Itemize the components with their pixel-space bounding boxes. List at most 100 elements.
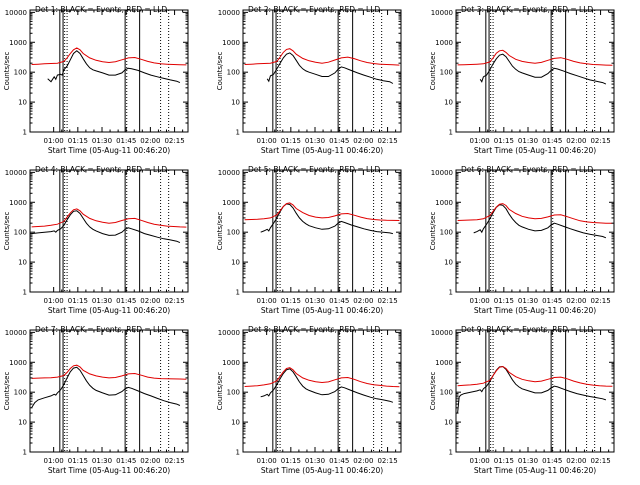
x-tick-label: 01:00 [257, 137, 277, 145]
x-tick-label: 02:00 [566, 137, 586, 145]
x-tick-label: 01:00 [470, 137, 490, 145]
x-tick-label: 01:30 [518, 297, 538, 305]
panel-det-5: 1 10 100 1000 10000 01:00 01:15 01:30 01:45 02:00… [216, 165, 402, 315]
x-tick-label: 01:45 [329, 137, 349, 145]
series-line-lld [244, 202, 400, 221]
x-tick-label: 01:15 [68, 457, 88, 465]
x-axis-label: Start Time (05-Aug-11 00:46:20) [48, 466, 170, 475]
x-axis-label: Start Time (05-Aug-11 00:46:20) [261, 146, 383, 155]
series-line-events [47, 50, 181, 84]
x-tick-label: 01:00 [44, 457, 64, 465]
y-tick-label: 10 [18, 259, 27, 267]
x-tick-label: 02:00 [353, 137, 373, 145]
x-tick-label: 02:15 [377, 137, 397, 145]
y-tick-label: 1 [236, 449, 240, 457]
series-line-lld [31, 208, 187, 228]
y-tick-label: 10 [444, 99, 453, 107]
x-tick-label: 01:45 [542, 297, 562, 305]
panel-frame [455, 169, 615, 293]
x-tick-label: 02:15 [377, 297, 397, 305]
y-axis-label: Counts/sec [216, 52, 224, 91]
y-tick-label: 100 [227, 229, 240, 237]
y-tick-label: 100 [440, 69, 453, 77]
series-line-events [260, 203, 394, 235]
y-tick-label: 1 [449, 449, 453, 457]
panel-title: Det 5: BLACK = Events, RED = LLD [248, 165, 380, 174]
x-tick-label: 02:00 [566, 297, 586, 305]
y-axis-label: Counts/sec [429, 372, 437, 411]
x-tick-label: 01:45 [542, 137, 562, 145]
y-tick-label: 10000 [5, 329, 27, 337]
panel-frame [455, 9, 615, 133]
x-tick-label: 01:30 [518, 137, 538, 145]
x-tick-label: 01:00 [257, 297, 277, 305]
y-tick-label: 1 [236, 129, 240, 137]
x-axis-label: Start Time (05-Aug-11 00:46:20) [261, 466, 383, 475]
y-tick-label: 1000 [222, 359, 240, 367]
y-tick-label: 100 [14, 389, 27, 397]
series-line-events [260, 368, 394, 403]
x-tick-label: 01:30 [305, 297, 325, 305]
y-tick-label: 1 [236, 289, 240, 297]
x-tick-label: 01:15 [281, 297, 301, 305]
panel-det-9: 1 10 100 1000 10000 01:00 01:15 01:30 01:45 02:00… [429, 325, 615, 475]
y-axis-label: Counts/sec [3, 212, 11, 251]
panel-det-3: 1 10 100 1000 10000 01:00 01:15 01:30 01:45 02:00… [429, 5, 615, 155]
y-axis-label: Counts/sec [429, 52, 437, 91]
y-tick-label: 10 [231, 99, 240, 107]
panel-frame [242, 9, 402, 133]
x-tick-label: 02:00 [140, 297, 160, 305]
y-tick-label: 1000 [222, 39, 240, 47]
y-tick-label: 100 [227, 69, 240, 77]
y-tick-label: 10000 [431, 329, 453, 337]
y-axis-label: Counts/sec [216, 372, 224, 411]
y-tick-label: 1000 [435, 39, 453, 47]
panel-frame [455, 329, 615, 453]
y-axis-label: Counts/sec [429, 212, 437, 251]
y-axis-label: Counts/sec [216, 212, 224, 251]
x-tick-label: 01:30 [518, 457, 538, 465]
y-tick-label: 1000 [9, 199, 27, 207]
x-axis-label: Start Time (05-Aug-11 00:46:20) [48, 146, 170, 155]
x-axis-label: Start Time (05-Aug-11 00:46:20) [261, 306, 383, 315]
x-tick-label: 01:15 [68, 297, 88, 305]
x-tick-label: 01:30 [92, 137, 112, 145]
panel-frame [29, 9, 189, 133]
x-tick-label: 01:15 [494, 137, 514, 145]
panel-frame [242, 169, 402, 293]
y-tick-label: 10000 [5, 169, 27, 177]
x-tick-label: 01:30 [92, 457, 112, 465]
panel-title: Det 6: BLACK = Events, RED = LLD [461, 165, 593, 174]
x-tick-label: 02:00 [140, 457, 160, 465]
series-line-events [457, 365, 607, 414]
panel-title: Det 9: BLACK = Events, RED = LLD [461, 325, 593, 334]
y-tick-label: 100 [14, 69, 27, 77]
panel-det-8: 1 10 100 1000 10000 01:00 01:15 01:30 01:45 02:00… [216, 325, 402, 475]
x-tick-label: 02:15 [164, 297, 184, 305]
x-tick-label: 02:00 [140, 137, 160, 145]
x-tick-label: 01:45 [116, 137, 136, 145]
x-axis-label: Start Time (05-Aug-11 00:46:20) [48, 306, 170, 315]
panel-frame [29, 169, 189, 293]
y-tick-label: 10 [231, 419, 240, 427]
y-tick-label: 10000 [5, 9, 27, 17]
panel-title: Det 8: BLACK = Events, RED = LLD [248, 325, 380, 334]
y-tick-label: 10000 [431, 169, 453, 177]
y-tick-label: 1 [449, 289, 453, 297]
panel-det-4: 1 10 100 1000 10000 01:00 01:15 01:30 01:45 02:00… [3, 165, 189, 315]
y-tick-label: 10000 [431, 9, 453, 17]
x-tick-label: 01:00 [470, 297, 490, 305]
y-tick-label: 1 [23, 449, 27, 457]
panel-title: Det 4: BLACK = Events, RED = LLD [35, 165, 167, 174]
y-tick-label: 10 [18, 419, 27, 427]
x-tick-label: 01:15 [68, 137, 88, 145]
series-line-lld [31, 47, 187, 66]
y-tick-label: 10000 [218, 169, 240, 177]
y-axis-label: Counts/sec [3, 52, 11, 91]
panel-det-2: 1 10 100 1000 10000 01:00 01:15 01:30 01:45 02:00… [216, 5, 402, 155]
y-tick-label: 10 [18, 99, 27, 107]
y-tick-label: 1000 [9, 359, 27, 367]
panel-det-6: 1 10 100 1000 10000 01:00 01:15 01:30 01:45 02:00… [429, 165, 615, 315]
x-tick-label: 01:15 [281, 457, 301, 465]
series-line-events [31, 210, 181, 244]
